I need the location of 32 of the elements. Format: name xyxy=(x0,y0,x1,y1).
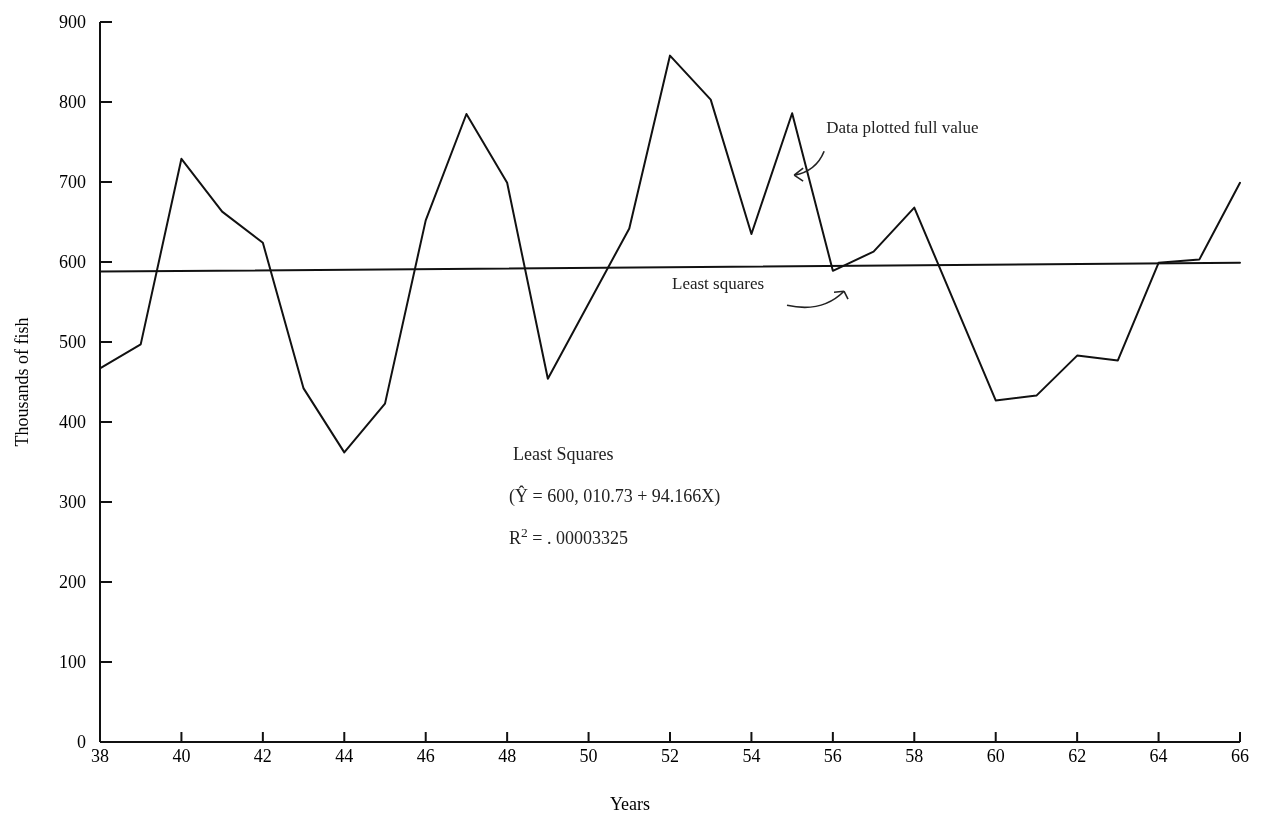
y-tick-label: 400 xyxy=(59,412,86,433)
y-tick-label: 600 xyxy=(59,252,86,273)
x-tick-label: 66 xyxy=(1231,746,1249,766)
x-tick-label: 48 xyxy=(498,746,517,766)
x-axis-title: Years xyxy=(609,794,651,814)
x-tick-label: 62 xyxy=(1068,746,1087,766)
x-tick-label: 46 xyxy=(416,746,435,766)
y-tick-label: 0 xyxy=(77,732,86,753)
y-tick-label: 900 xyxy=(59,12,86,33)
y-tick-label: 800 xyxy=(59,92,86,113)
annotation: Least Squares xyxy=(513,444,614,464)
x-tick-label: 60 xyxy=(986,746,1005,766)
x-tick-label: 54 xyxy=(742,746,761,766)
x-tick-label: 58 xyxy=(905,746,924,766)
y-axis-title: Thousands of fish xyxy=(12,317,32,447)
y-tick-label: 100 xyxy=(59,652,86,673)
y-tick-label: 700 xyxy=(59,172,86,193)
x-tick-label: 44 xyxy=(335,746,354,766)
series-label: Data plotted full value xyxy=(826,118,979,138)
annotation: (Ŷ = 600, 010.73 + 94.166X) xyxy=(509,485,721,507)
x-tick-label: 40 xyxy=(172,746,191,766)
x-tick-label: 38 xyxy=(91,746,109,766)
annotation: R$^{2}$ = . 00003325 xyxy=(509,524,628,548)
x-tick-label: 50 xyxy=(579,746,598,766)
x-tick-label: 56 xyxy=(823,746,842,766)
series-label: Least squares xyxy=(672,274,765,294)
y-tick-label: 300 xyxy=(59,492,86,513)
x-tick-label: 52 xyxy=(661,746,679,766)
y-tick-label: 500 xyxy=(59,332,86,353)
x-tick-label: 64 xyxy=(1149,746,1168,766)
x-tick-label: 42 xyxy=(253,746,272,766)
y-tick-label: 200 xyxy=(59,572,86,593)
